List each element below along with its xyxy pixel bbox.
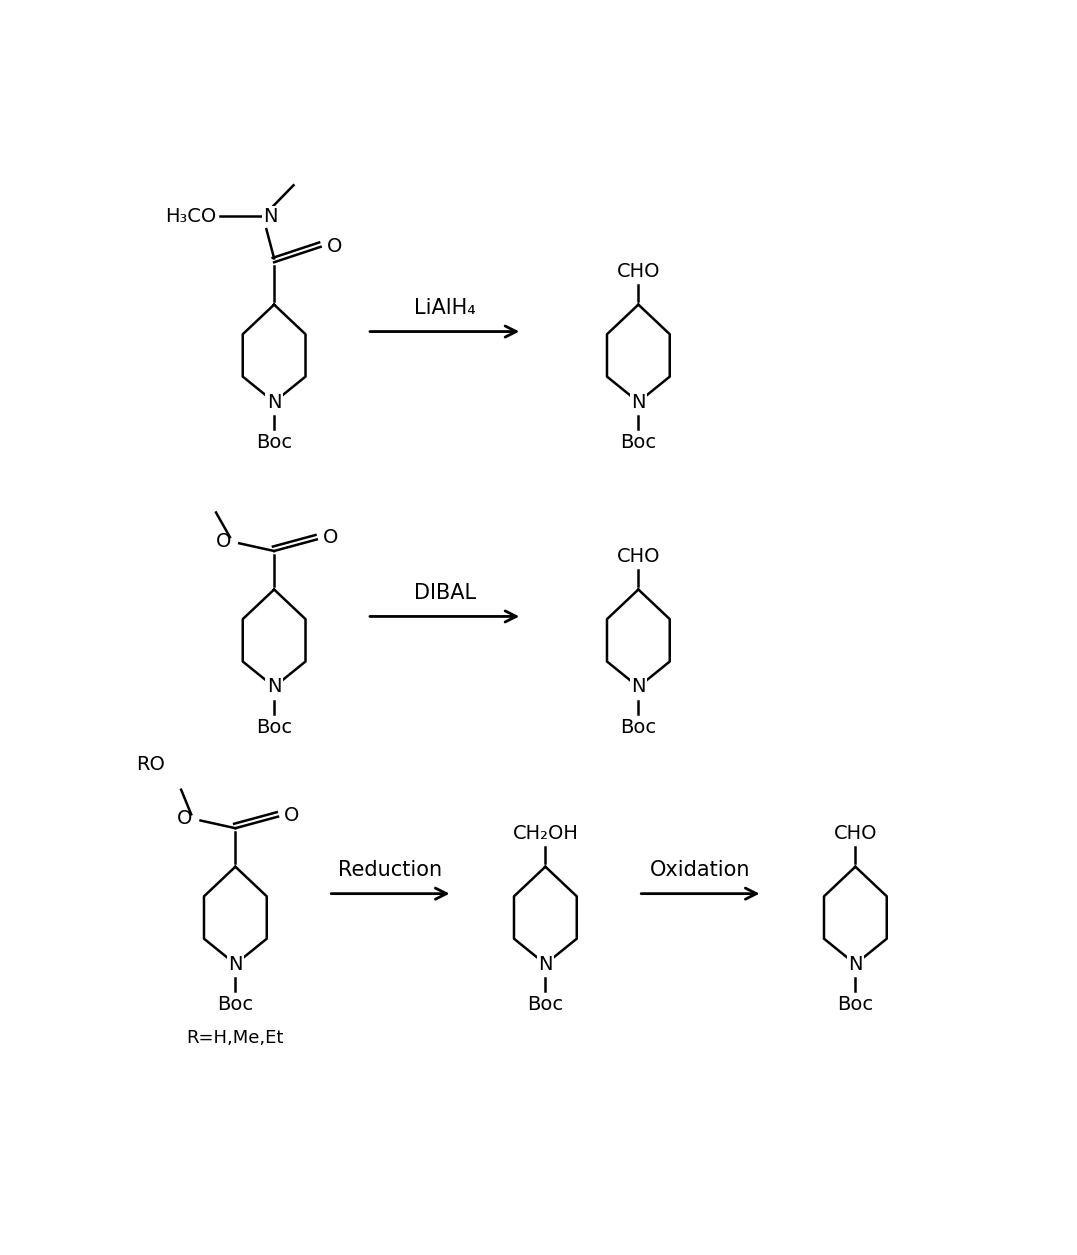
Text: DIBAL: DIBAL xyxy=(414,582,476,602)
Text: O: O xyxy=(178,809,193,828)
Text: RO: RO xyxy=(136,756,165,774)
Text: N: N xyxy=(631,678,645,697)
Text: O: O xyxy=(216,532,232,551)
Text: N: N xyxy=(848,955,863,974)
Text: N: N xyxy=(267,393,281,412)
Text: CHO: CHO xyxy=(617,262,660,281)
Text: Boc: Boc xyxy=(837,995,873,1014)
Text: Boc: Boc xyxy=(256,718,292,737)
Text: LiAlH₄: LiAlH₄ xyxy=(414,297,475,318)
Text: N: N xyxy=(228,955,242,974)
Text: O: O xyxy=(284,806,299,825)
Text: Oxidation: Oxidation xyxy=(651,860,751,880)
Text: CHO: CHO xyxy=(617,547,660,566)
Text: CH₂OH: CH₂OH xyxy=(513,825,578,843)
Text: Reduction: Reduction xyxy=(338,860,443,880)
Text: R=H,Me,Et: R=H,Me,Et xyxy=(186,1029,284,1047)
Text: N: N xyxy=(263,207,278,226)
Text: O: O xyxy=(326,237,342,256)
Text: H₃CO: H₃CO xyxy=(165,207,216,226)
Text: Boc: Boc xyxy=(620,433,657,452)
Text: CHO: CHO xyxy=(834,825,877,843)
Text: N: N xyxy=(631,393,645,412)
Text: O: O xyxy=(323,528,338,547)
Text: N: N xyxy=(538,955,553,974)
Text: Boc: Boc xyxy=(620,718,657,737)
Text: Boc: Boc xyxy=(528,995,563,1014)
Text: Boc: Boc xyxy=(218,995,253,1014)
Text: N: N xyxy=(267,678,281,697)
Text: Boc: Boc xyxy=(256,433,292,452)
